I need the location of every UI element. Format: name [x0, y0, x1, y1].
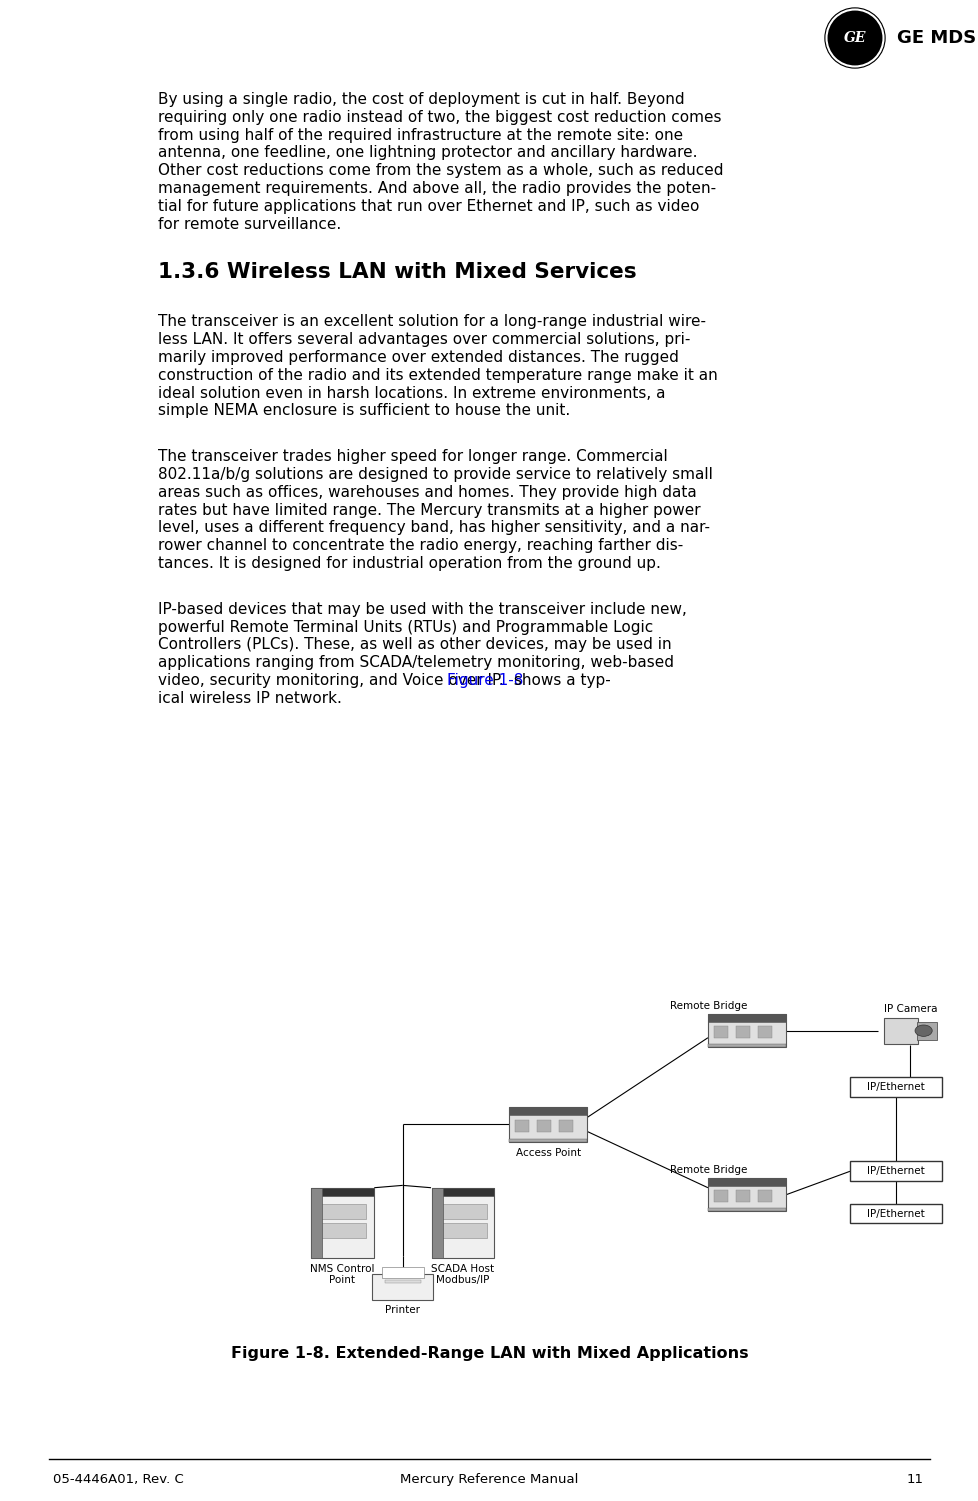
Bar — [558, 1120, 572, 1132]
Text: level, uses a different frequency band, has higher sensitivity, and a nar-: level, uses a different frequency band, … — [157, 521, 709, 536]
Bar — [849, 1162, 941, 1181]
Text: less LAN. It offers several advantages over commercial solutions, pri-: less LAN. It offers several advantages o… — [157, 332, 689, 347]
Bar — [707, 1208, 785, 1211]
Text: IP/Ethernet: IP/Ethernet — [867, 1082, 924, 1091]
Text: powerful Remote Terminal Units (RTUs) and Programmable Logic: powerful Remote Terminal Units (RTUs) an… — [157, 620, 652, 635]
Bar — [707, 1015, 785, 1048]
Text: 11: 11 — [906, 1472, 923, 1486]
Circle shape — [824, 8, 884, 68]
Bar — [384, 1280, 421, 1283]
Text: NMS Control
Point: NMS Control Point — [310, 1264, 375, 1285]
Text: 1.3.6 Wireless LAN with Mixed Services: 1.3.6 Wireless LAN with Mixed Services — [157, 263, 636, 282]
Text: rower channel to concentrate the radio energy, reaching farther dis-: rower channel to concentrate the radio e… — [157, 539, 683, 554]
Text: Figure 1-8: Figure 1-8 — [447, 672, 523, 687]
Text: tances. It is designed for industrial operation from the ground up.: tances. It is designed for industrial op… — [157, 555, 660, 570]
Text: for remote surveillance.: for remote surveillance. — [157, 216, 341, 231]
Text: IP-based devices that may be used with the transceiver include new,: IP-based devices that may be used with t… — [157, 602, 687, 617]
Bar — [537, 1120, 551, 1132]
Text: Access Point: Access Point — [515, 1148, 580, 1157]
Text: rates but have limited range. The Mercury transmits at a higher power: rates but have limited range. The Mercur… — [157, 503, 700, 518]
Bar — [883, 1018, 917, 1043]
Bar — [707, 1043, 785, 1048]
Bar — [849, 1078, 941, 1097]
Bar — [311, 1187, 322, 1258]
Bar — [735, 1027, 749, 1037]
Text: 05-4446A01, Rev. C: 05-4446A01, Rev. C — [53, 1472, 184, 1486]
Bar — [849, 1204, 941, 1223]
Bar — [509, 1106, 587, 1115]
Text: Figure 1-8. Extended-Range LAN with Mixed Applications: Figure 1-8. Extended-Range LAN with Mixe… — [231, 1346, 747, 1361]
Text: Printer: Printer — [384, 1306, 420, 1315]
Text: Controllers (PLCs). These, as well as other devices, may be used in: Controllers (PLCs). These, as well as ot… — [157, 638, 671, 653]
Bar — [311, 1187, 374, 1258]
Bar — [714, 1027, 728, 1037]
Bar — [707, 1015, 785, 1022]
Bar — [915, 1022, 936, 1040]
Bar — [439, 1223, 486, 1238]
Text: By using a single radio, the cost of deployment is cut in half. Beyond: By using a single radio, the cost of dep… — [157, 92, 684, 107]
Text: management requirements. And above all, the radio provides the poten-: management requirements. And above all, … — [157, 182, 715, 197]
Bar — [381, 1267, 423, 1277]
Text: Mercury Reference Manual: Mercury Reference Manual — [400, 1472, 578, 1486]
Bar — [372, 1274, 432, 1300]
Bar — [757, 1190, 772, 1202]
Text: marily improved performance over extended distances. The rugged: marily improved performance over extende… — [157, 350, 678, 365]
Bar — [514, 1120, 529, 1132]
Text: The transceiver trades higher speed for longer range. Commercial: The transceiver trades higher speed for … — [157, 449, 667, 464]
Bar — [431, 1187, 494, 1258]
Text: IP/Ethernet: IP/Ethernet — [867, 1208, 924, 1219]
Text: Remote Bridge: Remote Bridge — [669, 1001, 746, 1010]
Bar — [509, 1138, 587, 1142]
Text: IP/Ethernet: IP/Ethernet — [867, 1166, 924, 1177]
Text: Remote Bridge: Remote Bridge — [669, 1165, 746, 1175]
Bar — [431, 1187, 494, 1196]
Bar — [318, 1204, 366, 1219]
Bar — [707, 1178, 785, 1186]
Text: shows a typ-: shows a typ- — [508, 672, 609, 687]
Text: construction of the radio and its extended temperature range make it an: construction of the radio and its extend… — [157, 368, 717, 383]
Text: GE MDS: GE MDS — [896, 29, 975, 47]
Text: simple NEMA enclosure is sufficient to house the unit.: simple NEMA enclosure is sufficient to h… — [157, 404, 569, 419]
Text: areas such as offices, warehouses and homes. They provide high data: areas such as offices, warehouses and ho… — [157, 485, 696, 500]
Circle shape — [914, 1025, 931, 1036]
Text: video, security monitoring, and Voice over IP.: video, security monitoring, and Voice ov… — [157, 672, 509, 687]
Text: tial for future applications that run over Ethernet and IP, such as video: tial for future applications that run ov… — [157, 198, 698, 213]
Circle shape — [827, 12, 880, 65]
Bar — [714, 1190, 728, 1202]
Text: Other cost reductions come from the system as a whole, such as reduced: Other cost reductions come from the syst… — [157, 164, 723, 179]
Bar — [431, 1187, 443, 1258]
Bar — [757, 1027, 772, 1037]
Bar — [318, 1223, 366, 1238]
Text: ideal solution even in harsh locations. In extreme environments, a: ideal solution even in harsh locations. … — [157, 386, 665, 401]
Text: applications ranging from SCADA/telemetry monitoring, web-based: applications ranging from SCADA/telemetr… — [157, 656, 673, 671]
Text: GE: GE — [843, 32, 866, 45]
Bar — [707, 1178, 785, 1211]
Text: IP Camera: IP Camera — [883, 1004, 936, 1015]
Text: antenna, one feedline, one lightning protector and ancillary hardware.: antenna, one feedline, one lightning pro… — [157, 146, 696, 161]
Text: from using half of the required infrastructure at the remote site: one: from using half of the required infrastr… — [157, 128, 683, 143]
Text: SCADA Host
Modbus/IP: SCADA Host Modbus/IP — [431, 1264, 494, 1285]
Text: The transceiver is an excellent solution for a long-range industrial wire-: The transceiver is an excellent solution… — [157, 314, 705, 329]
Text: 802.11a/b/g solutions are designed to provide service to relatively small: 802.11a/b/g solutions are designed to pr… — [157, 467, 712, 482]
Bar — [311, 1187, 374, 1196]
Text: ical wireless IP network.: ical wireless IP network. — [157, 690, 341, 705]
Bar — [735, 1190, 749, 1202]
Text: requiring only one radio instead of two, the biggest cost reduction comes: requiring only one radio instead of two,… — [157, 110, 721, 125]
Bar — [439, 1204, 486, 1219]
Bar — [509, 1106, 587, 1142]
